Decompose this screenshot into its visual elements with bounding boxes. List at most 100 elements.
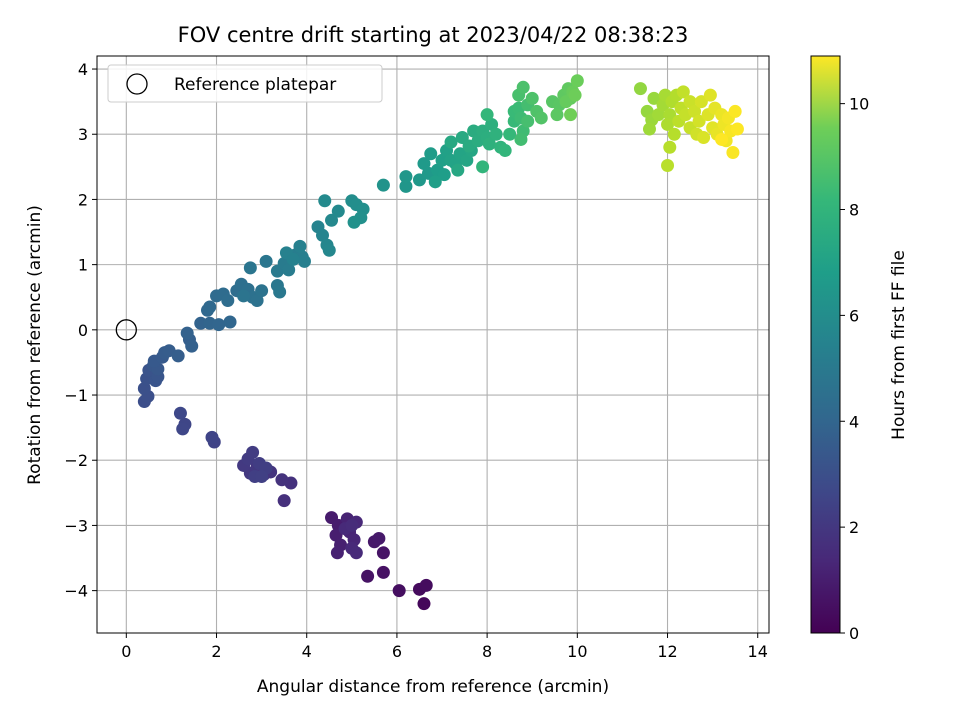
x-tick-label: 4 <box>302 642 312 661</box>
data-point <box>331 204 345 218</box>
reference-marker-group <box>115 319 137 341</box>
data-point <box>419 578 433 592</box>
data-point <box>726 145 740 159</box>
data-point <box>282 263 296 277</box>
data-point <box>318 194 332 208</box>
data-point <box>322 243 336 257</box>
data-point <box>345 518 359 532</box>
data-point <box>521 114 535 128</box>
y-tick-label: 2 <box>78 190 88 209</box>
plot-frame <box>96 55 770 634</box>
data-point <box>330 546 344 560</box>
reference-platepar-marker <box>115 319 137 341</box>
y-tick-label: −3 <box>64 516 88 535</box>
colorbar-tick-label: 0 <box>849 624 859 643</box>
data-point <box>137 382 151 396</box>
data-point <box>250 293 264 307</box>
data-point <box>255 470 269 484</box>
data-point <box>647 91 661 105</box>
data-point <box>237 289 251 303</box>
data-points <box>137 74 744 611</box>
chart-title: FOV centre drift starting at 2023/04/22 … <box>178 23 689 47</box>
y-tick-label: −4 <box>64 582 88 601</box>
data-point <box>663 140 677 154</box>
data-point <box>329 528 343 542</box>
x-tick-label: 0 <box>121 642 131 661</box>
data-point <box>694 95 708 109</box>
data-point <box>203 300 217 314</box>
y-tick-label: 0 <box>78 321 88 340</box>
data-point <box>392 584 406 598</box>
data-point <box>688 104 702 118</box>
data-point <box>259 254 273 268</box>
data-point <box>275 473 289 487</box>
y-tick-label: 3 <box>78 125 88 144</box>
data-point <box>564 108 578 122</box>
data-point <box>460 153 474 167</box>
data-point <box>223 315 237 329</box>
data-point <box>498 144 512 158</box>
data-point <box>570 74 584 88</box>
legend-marker-icon <box>126 73 148 95</box>
data-point <box>293 239 307 253</box>
x-tick-label: 14 <box>748 642 768 661</box>
data-point <box>503 127 517 141</box>
x-axis-label: Angular distance from reference (arcmin) <box>257 677 609 697</box>
colorbar-tick-label: 10 <box>849 95 869 114</box>
data-point <box>451 163 465 177</box>
colorbar <box>810 55 841 634</box>
x-tick-label: 8 <box>482 642 492 661</box>
data-point <box>467 124 481 138</box>
colorbar-tick-label: 4 <box>849 412 859 431</box>
data-point <box>372 531 386 545</box>
data-point <box>180 326 194 340</box>
data-point <box>703 88 717 102</box>
data-point <box>243 261 257 275</box>
data-point <box>534 111 548 125</box>
data-point <box>194 316 208 330</box>
data-point <box>185 339 199 353</box>
data-point <box>728 104 742 118</box>
data-point <box>642 122 656 136</box>
grid-lines <box>97 56 769 633</box>
data-point <box>221 293 235 307</box>
colorbar-tick-label: 2 <box>849 518 859 537</box>
y-tick-label: −2 <box>64 451 88 470</box>
data-point <box>361 569 375 583</box>
data-point <box>676 85 690 99</box>
data-point <box>525 91 539 105</box>
data-point <box>437 168 451 182</box>
data-point <box>376 178 390 192</box>
data-point <box>482 137 496 151</box>
data-point <box>692 114 706 128</box>
y-tick-label: 1 <box>78 256 88 275</box>
data-point <box>255 284 269 298</box>
y-axis-label: Rotation from reference (arcmin) <box>25 205 45 485</box>
data-point <box>297 254 311 268</box>
data-point <box>480 108 494 122</box>
data-point <box>444 135 458 149</box>
data-point <box>661 117 675 131</box>
data-point <box>325 213 339 227</box>
data-point <box>376 565 390 579</box>
data-point <box>489 127 503 141</box>
data-point <box>176 422 190 436</box>
data-point <box>286 252 300 266</box>
x-tick-label: 10 <box>567 642 587 661</box>
data-point <box>652 108 666 122</box>
legend-label: Reference platepar <box>174 75 336 95</box>
x-axis-ticks: 0 2 4 6 8 10 12 14 <box>121 633 768 661</box>
data-point <box>412 173 426 187</box>
data-point <box>730 122 744 136</box>
data-point <box>205 430 219 444</box>
x-tick-label: 2 <box>211 642 221 661</box>
data-point <box>633 82 647 96</box>
y-tick-label: −1 <box>64 386 88 405</box>
data-point <box>212 318 226 332</box>
data-point <box>663 108 677 122</box>
data-point <box>485 117 499 131</box>
legend: Reference platepar <box>107 64 383 103</box>
data-point <box>435 153 449 167</box>
data-point <box>715 132 729 146</box>
